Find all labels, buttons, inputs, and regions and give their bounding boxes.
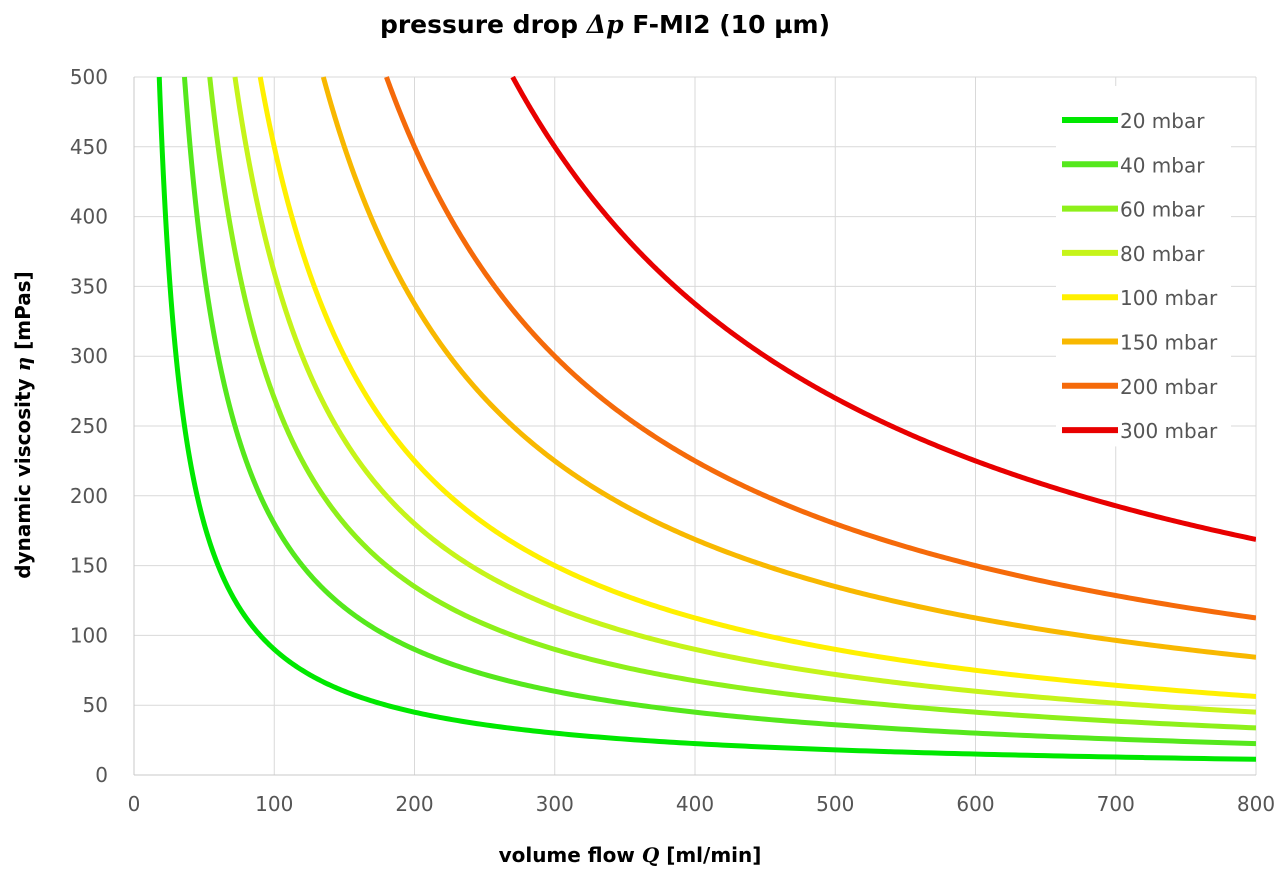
title-text-2: F-MI2 (10 µm): [623, 10, 831, 39]
title-text-1: pressure drop: [379, 10, 587, 39]
series-line-300-mbar: [510, 76, 1256, 542]
series-line-150-mbar: [320, 76, 1256, 660]
x-tick-label-200: 200: [395, 792, 433, 816]
x-tick-label-700: 700: [1097, 792, 1135, 816]
x-axis-title-text-2: [ml/min]: [659, 843, 761, 867]
series-line-60-mbar: [207, 76, 1256, 731]
y-axis-title: dynamic viscosity η [mPas]: [11, 271, 35, 578]
series-line-20-mbar: [156, 76, 1256, 762]
y-tick-label-500: 500: [70, 65, 108, 89]
legend: 20 mbar 40 mbar 60 mbar 80 mbar 100 mbar 150 …: [1056, 86, 1231, 447]
series-line-200-mbar: [384, 76, 1256, 621]
x-tick-label-400: 400: [676, 792, 714, 816]
legend-label-80-mbar: 80 mbar: [1120, 242, 1205, 266]
x-tick-label-800: 800: [1237, 792, 1275, 816]
x-axis-title-q-symbol: Q: [642, 843, 660, 867]
x-tick-label-100: 100: [255, 792, 293, 816]
legend-label-20-mbar: 20 mbar: [1120, 109, 1205, 133]
x-tick-label-500: 500: [816, 792, 854, 816]
chart-title: pressure drop Δp F-MI2 (10 µm): [0, 10, 1210, 39]
legend-label-100-mbar: 100 mbar: [1120, 286, 1218, 310]
y-tick-label-350: 350: [70, 274, 108, 298]
y-axis-title-text-1: dynamic viscosity: [11, 371, 35, 578]
y-tick-label-100: 100: [70, 623, 108, 647]
y-axis-title-eta-symbol: η: [11, 357, 35, 372]
x-axis-title: volume flow Q [ml/min]: [499, 843, 762, 867]
legend-label-60-mbar: 60 mbar: [1120, 198, 1205, 222]
legend-label-300-mbar: 300 mbar: [1120, 419, 1218, 443]
y-tick-label-200: 200: [70, 484, 108, 508]
series-line-80-mbar: [232, 76, 1256, 715]
y-tick-label-450: 450: [70, 135, 108, 159]
x-tick-label-300: 300: [536, 792, 574, 816]
axes: [133, 77, 1256, 776]
legend-label-40-mbar: 40 mbar: [1120, 153, 1205, 177]
series-group: [156, 76, 1256, 762]
series-line-100-mbar: [257, 76, 1256, 699]
legend-label-150-mbar: 150 mbar: [1120, 331, 1218, 355]
x-tick-label-600: 600: [956, 792, 994, 816]
y-tick-label-400: 400: [70, 205, 108, 229]
series-line-40-mbar: [181, 76, 1256, 747]
y-axis-title-text-2: [mPas]: [11, 271, 35, 357]
tick-labels: 0 100 200 300 400 500 600 700 800 0 50 100 150 200 250…: [70, 65, 1275, 816]
y-tick-label-150: 150: [70, 554, 108, 578]
legend-label-200-mbar: 200 mbar: [1120, 375, 1218, 399]
y-tick-label-300: 300: [70, 344, 108, 368]
y-tick-label-50: 50: [83, 693, 108, 717]
y-tick-label-0: 0: [95, 763, 108, 787]
x-axis-title-text-1: volume flow: [499, 843, 642, 867]
x-tick-label-0: 0: [128, 792, 141, 816]
title-delta-p-symbol: Δp: [586, 10, 624, 39]
y-tick-label-250: 250: [70, 414, 108, 438]
